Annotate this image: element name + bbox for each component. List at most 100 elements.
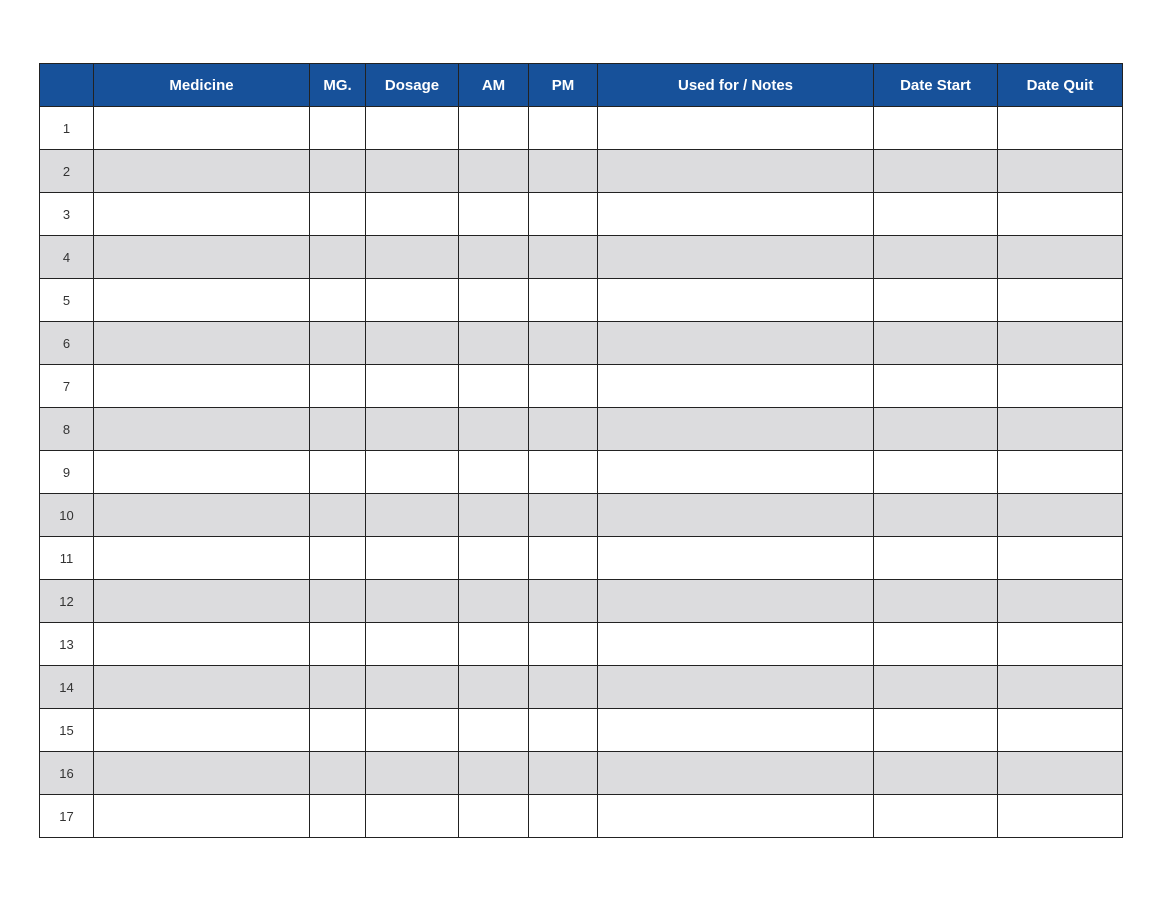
cell-date-quit[interactable] [997, 751, 1123, 795]
cell-medicine[interactable] [93, 278, 310, 322]
cell-date-start[interactable] [873, 192, 998, 236]
cell-medicine[interactable] [93, 794, 310, 838]
cell-mg[interactable] [309, 321, 366, 365]
cell-notes[interactable] [597, 665, 874, 709]
cell-am[interactable] [458, 794, 529, 838]
cell-dosage[interactable] [365, 321, 459, 365]
cell-medicine[interactable] [93, 708, 310, 752]
cell-date-quit[interactable] [997, 493, 1123, 537]
cell-pm[interactable] [528, 579, 598, 623]
cell-date-start[interactable] [873, 665, 998, 709]
cell-date-quit[interactable] [997, 192, 1123, 236]
cell-mg[interactable] [309, 708, 366, 752]
cell-notes[interactable] [597, 579, 874, 623]
cell-dosage[interactable] [365, 407, 459, 451]
cell-am[interactable] [458, 536, 529, 580]
cell-notes[interactable] [597, 708, 874, 752]
cell-dosage[interactable] [365, 364, 459, 408]
cell-am[interactable] [458, 751, 529, 795]
cell-date-start[interactable] [873, 579, 998, 623]
cell-date-start[interactable] [873, 407, 998, 451]
cell-notes[interactable] [597, 622, 874, 666]
cell-dosage[interactable] [365, 536, 459, 580]
cell-pm[interactable] [528, 665, 598, 709]
cell-pm[interactable] [528, 364, 598, 408]
cell-pm[interactable] [528, 493, 598, 537]
cell-mg[interactable] [309, 106, 366, 150]
cell-date-quit[interactable] [997, 579, 1123, 623]
cell-pm[interactable] [528, 149, 598, 193]
cell-date-quit[interactable] [997, 794, 1123, 838]
cell-mg[interactable] [309, 192, 366, 236]
cell-pm[interactable] [528, 536, 598, 580]
cell-date-start[interactable] [873, 622, 998, 666]
cell-date-quit[interactable] [997, 536, 1123, 580]
cell-date-quit[interactable] [997, 235, 1123, 279]
cell-notes[interactable] [597, 450, 874, 494]
cell-am[interactable] [458, 235, 529, 279]
cell-notes[interactable] [597, 794, 874, 838]
cell-pm[interactable] [528, 235, 598, 279]
cell-mg[interactable] [309, 751, 366, 795]
cell-dosage[interactable] [365, 708, 459, 752]
cell-mg[interactable] [309, 493, 366, 537]
cell-medicine[interactable] [93, 106, 310, 150]
cell-medicine[interactable] [93, 149, 310, 193]
cell-dosage[interactable] [365, 278, 459, 322]
cell-medicine[interactable] [93, 235, 310, 279]
cell-dosage[interactable] [365, 106, 459, 150]
cell-mg[interactable] [309, 579, 366, 623]
cell-date-start[interactable] [873, 364, 998, 408]
cell-am[interactable] [458, 708, 529, 752]
cell-date-start[interactable] [873, 106, 998, 150]
cell-mg[interactable] [309, 665, 366, 709]
cell-pm[interactable] [528, 751, 598, 795]
cell-am[interactable] [458, 149, 529, 193]
cell-medicine[interactable] [93, 622, 310, 666]
cell-pm[interactable] [528, 450, 598, 494]
cell-dosage[interactable] [365, 751, 459, 795]
cell-notes[interactable] [597, 493, 874, 537]
cell-am[interactable] [458, 278, 529, 322]
cell-medicine[interactable] [93, 579, 310, 623]
cell-notes[interactable] [597, 278, 874, 322]
cell-date-start[interactable] [873, 235, 998, 279]
cell-medicine[interactable] [93, 364, 310, 408]
cell-dosage[interactable] [365, 665, 459, 709]
cell-am[interactable] [458, 493, 529, 537]
cell-date-quit[interactable] [997, 364, 1123, 408]
cell-date-start[interactable] [873, 149, 998, 193]
cell-notes[interactable] [597, 751, 874, 795]
cell-am[interactable] [458, 106, 529, 150]
cell-notes[interactable] [597, 407, 874, 451]
cell-dosage[interactable] [365, 794, 459, 838]
cell-date-quit[interactable] [997, 278, 1123, 322]
cell-dosage[interactable] [365, 579, 459, 623]
cell-date-start[interactable] [873, 321, 998, 365]
cell-medicine[interactable] [93, 751, 310, 795]
cell-date-quit[interactable] [997, 708, 1123, 752]
cell-pm[interactable] [528, 407, 598, 451]
cell-pm[interactable] [528, 278, 598, 322]
cell-date-start[interactable] [873, 278, 998, 322]
cell-mg[interactable] [309, 794, 366, 838]
cell-pm[interactable] [528, 794, 598, 838]
cell-notes[interactable] [597, 235, 874, 279]
cell-date-quit[interactable] [997, 665, 1123, 709]
cell-am[interactable] [458, 364, 529, 408]
cell-date-start[interactable] [873, 493, 998, 537]
cell-am[interactable] [458, 665, 529, 709]
cell-am[interactable] [458, 321, 529, 365]
cell-dosage[interactable] [365, 192, 459, 236]
cell-dosage[interactable] [365, 235, 459, 279]
cell-date-quit[interactable] [997, 450, 1123, 494]
cell-mg[interactable] [309, 149, 366, 193]
cell-pm[interactable] [528, 106, 598, 150]
cell-mg[interactable] [309, 407, 366, 451]
cell-date-quit[interactable] [997, 407, 1123, 451]
cell-am[interactable] [458, 407, 529, 451]
cell-date-start[interactable] [873, 450, 998, 494]
cell-date-quit[interactable] [997, 321, 1123, 365]
cell-notes[interactable] [597, 149, 874, 193]
cell-medicine[interactable] [93, 321, 310, 365]
